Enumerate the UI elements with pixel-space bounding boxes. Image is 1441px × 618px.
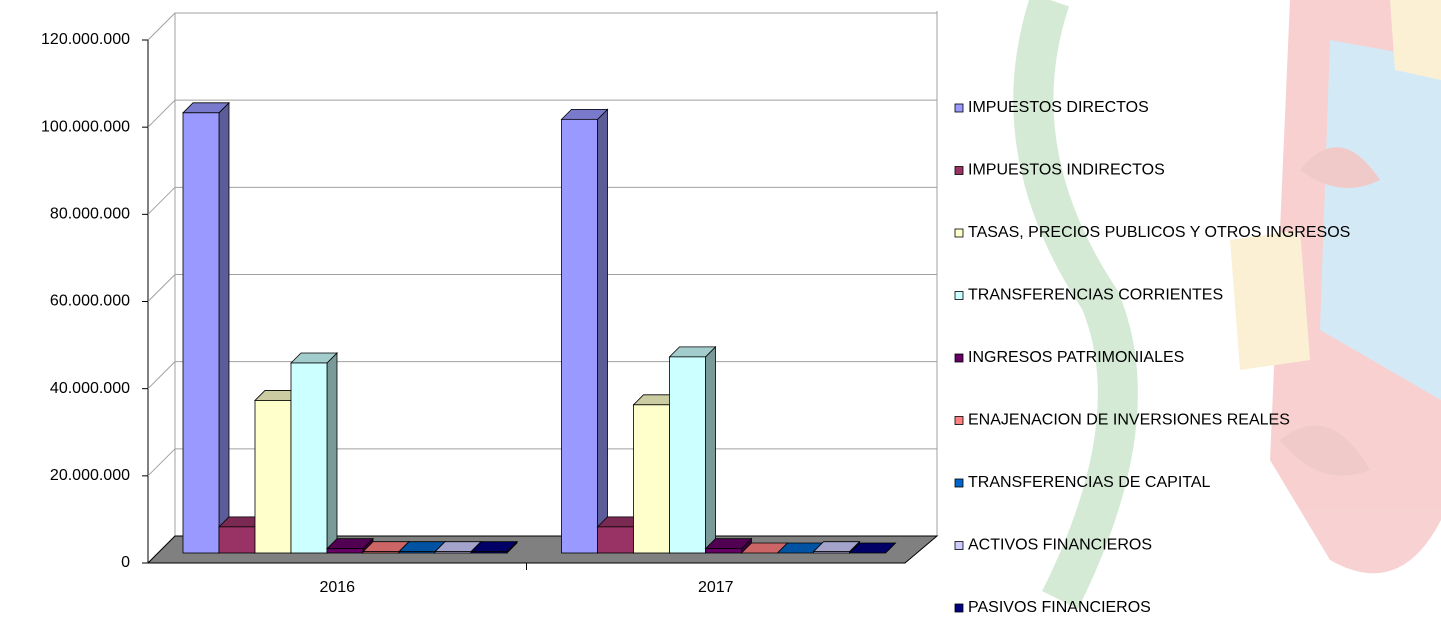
legend-label: INGRESOS PATRIMONIALES	[968, 349, 1184, 366]
y-tick-label: 40.000.000	[50, 380, 130, 397]
emblem-castle	[1390, 0, 1441, 80]
emblem-laurel	[1013, 0, 1138, 609]
legend-swatch	[954, 478, 964, 488]
bar	[326, 548, 364, 554]
legend-swatch	[954, 416, 964, 425]
bar-side	[705, 345, 716, 554]
legend-swatch	[954, 166, 964, 175]
legend-swatch	[954, 603, 964, 613]
emblem-lion	[1300, 147, 1380, 188]
bar	[561, 118, 598, 554]
bar-side	[326, 352, 338, 554]
x-tick-label: 2016	[319, 579, 355, 596]
plot-area: 0 20.000.000 40.000.000 60.000.000 80.000.00…	[41, 11, 939, 596]
legend-swatch	[954, 103, 964, 113]
legend-label: IMPUESTOS DIRECTOS	[968, 99, 1149, 116]
legend-label: TASAS, PRECIOS PUBLICOS Y OTROS INGRESOS	[968, 224, 1350, 241]
legend-label: IMPUESTOS INDIRECTOS	[968, 162, 1165, 179]
bar	[705, 548, 742, 554]
bar	[290, 362, 328, 554]
x-tick-label: 2017	[698, 579, 734, 596]
legend-swatch	[954, 291, 964, 300]
bar	[633, 404, 670, 554]
legend-label: ENAJENACION DE INVERSIONES REALES	[968, 412, 1290, 429]
emblem-castle	[1230, 230, 1310, 370]
grid-line	[147, 274, 937, 302]
bar-side	[597, 108, 608, 554]
grid-line	[147, 12, 937, 41]
emblem-lion	[1280, 425, 1370, 476]
y-tick-label: 20.000.000	[50, 467, 130, 484]
legend-label: TRANSFERENCIAS DE CAPITAL	[968, 474, 1211, 491]
legend-label: TRANSFERENCIAS CORRIENTES	[968, 287, 1223, 304]
bar	[434, 551, 472, 554]
bar-side	[218, 101, 230, 554]
emblem-field	[1320, 40, 1441, 400]
y-tick-label: 60.000.000	[50, 293, 130, 310]
y-tick-label: 120.000.000	[41, 31, 130, 48]
grid-line	[147, 361, 937, 390]
background-emblem	[1013, 0, 1441, 609]
bar	[669, 356, 706, 554]
legend-label: PASIVOS FINANCIEROS	[968, 599, 1151, 616]
grid-line	[147, 186, 937, 215]
bar	[362, 551, 400, 554]
legend-swatch	[954, 353, 964, 363]
legend-swatch	[954, 541, 964, 550]
legend-swatch	[954, 228, 964, 238]
legend: IMPUESTOS DIRECTOS IMPUESTOS INDIRECTOS TA…	[954, 99, 1350, 616]
y-tick-label: 80.000.000	[50, 206, 130, 223]
bar	[597, 526, 634, 554]
bar-top	[848, 542, 897, 554]
bar	[813, 551, 850, 554]
y-tick-label: 100.000.000	[41, 118, 130, 135]
bar	[182, 112, 220, 554]
bar	[218, 526, 256, 554]
grid-line	[147, 99, 937, 128]
emblem-shield	[1270, 0, 1441, 574]
bar	[254, 400, 292, 554]
legend-label: ACTIVOS FINANCIEROS	[968, 537, 1152, 554]
y-tick-label: 0	[121, 554, 130, 571]
bar	[470, 551, 508, 554]
bar	[398, 551, 436, 554]
